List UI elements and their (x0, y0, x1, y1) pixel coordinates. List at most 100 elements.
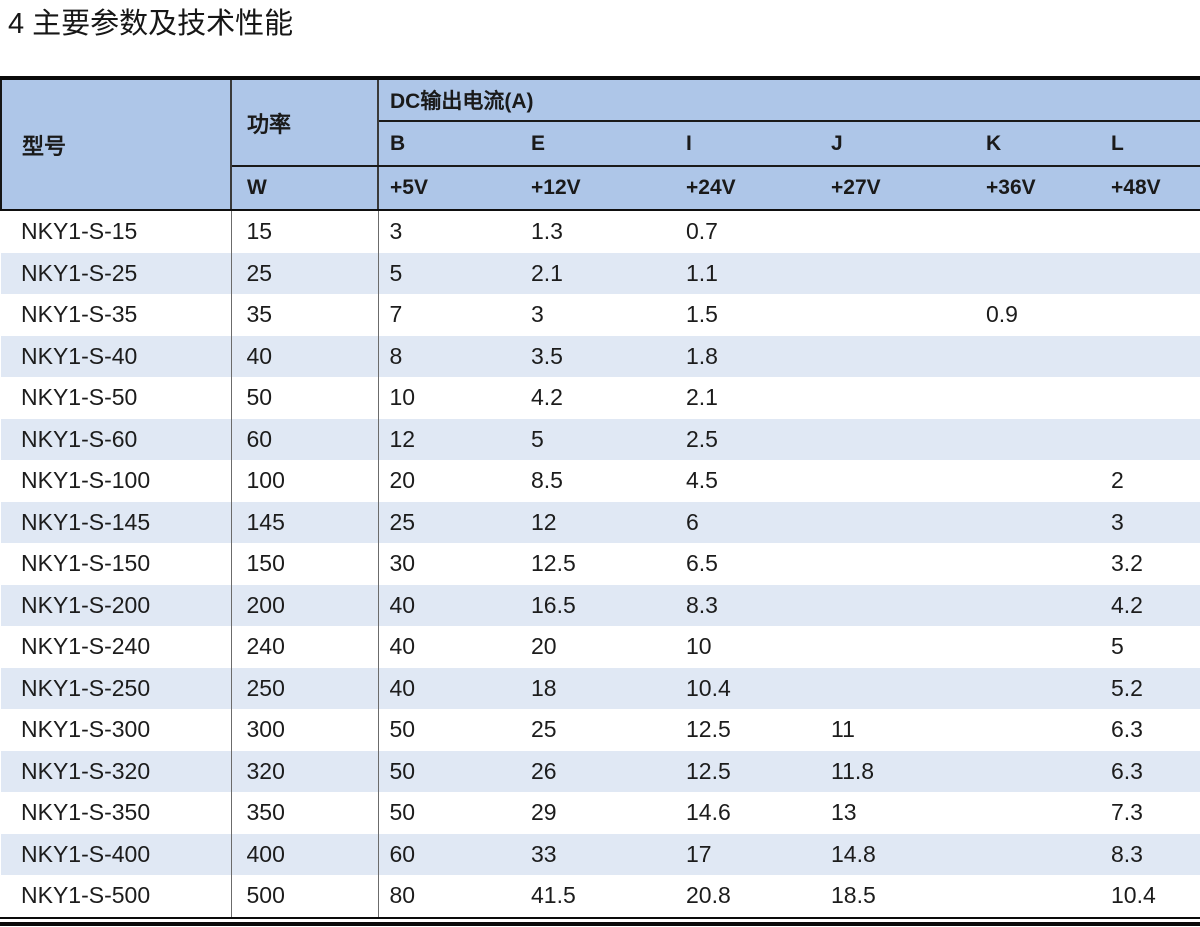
model-cell: NKY1-S-200 (1, 584, 232, 626)
model-cell: NKY1-S-15 (1, 210, 232, 253)
current-12v-cell: 3 (531, 301, 544, 328)
current-36v-cell (975, 502, 1100, 544)
current-24v-cell: 6.5 (686, 550, 718, 577)
current-36v-cell (975, 210, 1100, 253)
col-header-voltage-5v: +5V (378, 166, 520, 211)
current-24v-cell: 10 (686, 633, 712, 660)
power-cell: 60 (231, 418, 379, 460)
current-48v-cell: 6.3 (1111, 716, 1143, 743)
current-27v-cell (820, 543, 975, 585)
current-27v-cell (820, 294, 975, 336)
current-5v-cell: 10 (389, 384, 416, 411)
table-row: NKY1-S-350 350 50 29 14.6 13 7.3 (1, 792, 1200, 834)
current-48v-cell (1100, 294, 1200, 336)
current-27v-cell (820, 626, 975, 668)
current-36v-cell (975, 377, 1100, 419)
power-cell: 240 (231, 626, 379, 668)
model-cell: NKY1-S-300 (1, 709, 232, 751)
current-36v-cell (975, 751, 1100, 793)
current-5v-cell: 12 (389, 425, 416, 452)
model-cell: NKY1-S-150 (1, 543, 232, 585)
col-header-channel-k: K (975, 121, 1100, 167)
model-cell: NKY1-S-250 (1, 667, 232, 709)
model-cell: NKY1-S-145 (1, 501, 232, 543)
power-cell: 150 (231, 543, 379, 585)
current-27v-cell (820, 210, 975, 253)
table-row: NKY1-S-60 60 12 5 2.5 (1, 418, 1200, 461)
current-48v-cell: 7.3 (1111, 799, 1143, 826)
table-row: NKY1-S-300 300 50 25 12.5 11 6.3 (1, 709, 1200, 751)
current-12v-cell: 12 (531, 508, 557, 535)
power-cell: 400 (231, 833, 379, 875)
power-cell: 350 (231, 792, 379, 834)
current-36v-cell: 0.9 (986, 301, 1018, 328)
power-cell: 50 (231, 377, 379, 419)
current-12v-cell: 26 (531, 757, 557, 784)
current-48v-cell: 5 (1111, 633, 1124, 660)
power-cell: 35 (231, 294, 379, 336)
col-header-voltage-24v: +24V (675, 166, 820, 211)
current-12v-cell: 20 (531, 633, 557, 660)
current-5v-cell: 40 (389, 591, 416, 618)
current-48v-cell (1100, 377, 1200, 419)
current-24v-cell: 1.8 (686, 342, 718, 369)
current-48v-cell: 2 (1111, 467, 1124, 494)
current-24v-cell: 12.5 (686, 757, 731, 784)
model-cell: NKY1-S-60 (1, 418, 232, 460)
current-27v-cell: 18.5 (831, 882, 876, 909)
current-27v-cell: 14.8 (831, 840, 876, 867)
col-header-channel-b: B (378, 121, 520, 167)
current-24v-cell: 17 (686, 840, 712, 867)
col-header-voltage-48v: +48V (1100, 166, 1200, 211)
current-48v-cell (1100, 419, 1200, 461)
power-cell: 200 (231, 584, 379, 626)
current-24v-cell: 4.5 (686, 467, 718, 494)
current-24v-cell: 2.1 (686, 384, 718, 411)
model-cell: NKY1-S-25 (1, 252, 232, 294)
model-cell: NKY1-S-350 (1, 792, 232, 834)
model-cell: NKY1-S-35 (1, 294, 232, 336)
current-27v-cell (820, 585, 975, 627)
current-48v-cell (1100, 210, 1200, 253)
current-27v-cell (820, 253, 975, 295)
current-12v-cell: 3.5 (531, 342, 563, 369)
current-12v-cell: 29 (531, 799, 557, 826)
current-48v-cell: 3.2 (1111, 550, 1143, 577)
table-row: NKY1-S-50 50 10 4.2 2.1 (1, 377, 1200, 419)
current-36v-cell (975, 419, 1100, 461)
current-27v-cell (820, 336, 975, 378)
model-cell: NKY1-S-400 (1, 833, 232, 875)
current-48v-cell: 10.4 (1111, 882, 1156, 909)
current-48v-cell: 3 (1111, 508, 1124, 535)
current-27v-cell (820, 377, 975, 419)
current-24v-cell: 20.8 (686, 882, 731, 909)
power-cell: 100 (231, 460, 379, 502)
current-27v-cell: 13 (831, 799, 857, 826)
current-36v-cell (975, 460, 1100, 502)
current-24v-cell: 1.5 (686, 301, 718, 328)
current-5v-cell: 50 (389, 799, 416, 826)
current-36v-cell (975, 875, 1100, 917)
current-27v-cell: 11 (831, 716, 855, 743)
power-cell: 300 (231, 709, 379, 751)
table-row: NKY1-S-200 200 40 16.5 8.3 4.2 (1, 584, 1200, 627)
current-5v-cell: 50 (389, 757, 416, 784)
current-36v-cell (975, 543, 1100, 585)
current-48v-cell: 5.2 (1111, 674, 1143, 701)
col-header-voltage-27v: +27V (820, 166, 975, 211)
table-row: NKY1-S-35 35 7 3 1.5 0.9 (1, 294, 1200, 336)
current-5v-cell: 3 (389, 218, 403, 245)
current-48v-cell: 6.3 (1111, 757, 1143, 784)
model-cell: NKY1-S-40 (1, 335, 232, 377)
header-row-group: 型号 功率 DC输出电流(A) (0, 78, 1200, 211)
current-5v-cell: 30 (389, 550, 416, 577)
current-12v-cell: 5 (531, 425, 544, 452)
current-24v-cell: 14.6 (686, 799, 731, 826)
col-header-channel-l: L (1100, 121, 1200, 167)
current-12v-cell: 16.5 (531, 591, 576, 618)
table-row: NKY1-S-500 500 80 41.5 20.8 18.5 10.4 (1, 875, 1200, 917)
model-cell: NKY1-S-50 (1, 377, 232, 419)
current-12v-cell: 18 (531, 674, 557, 701)
power-cell: 25 (231, 252, 379, 294)
